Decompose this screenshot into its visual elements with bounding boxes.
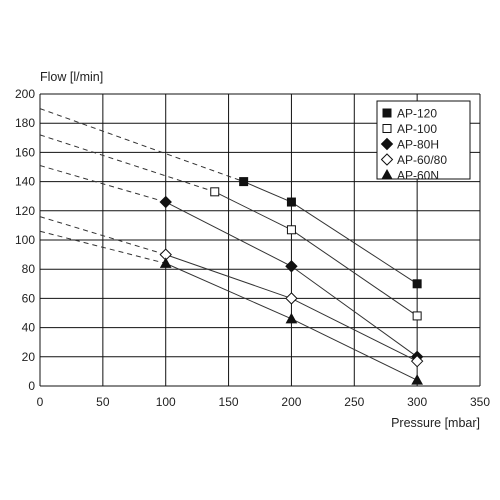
y-tick-label: 180 bbox=[15, 116, 35, 130]
extrapolation-line-ap-80h bbox=[39, 165, 166, 203]
x-tick-label: 250 bbox=[344, 395, 364, 409]
x-tick-label: 350 bbox=[470, 395, 490, 409]
legend-label: AP-100 bbox=[397, 122, 437, 136]
legend-marker-ap-100 bbox=[382, 124, 392, 133]
y-tick-label: 200 bbox=[15, 87, 35, 101]
data-point-ap-60-80 bbox=[285, 292, 298, 305]
y-tick-label: 60 bbox=[22, 291, 36, 305]
tick-labels: 0 50 100 150 200 250 300 350 0 20 40 60 80 100 120 140 1… bbox=[15, 87, 490, 409]
data-point-ap-100 bbox=[210, 187, 220, 197]
legend-label: AP-120 bbox=[397, 107, 437, 121]
extrapolation-line-ap-60n bbox=[39, 230, 166, 264]
x-tick-label: 100 bbox=[156, 395, 176, 409]
x-tick-label: 50 bbox=[96, 395, 110, 409]
y-tick-label: 140 bbox=[15, 175, 35, 189]
y-tick-label: 100 bbox=[15, 233, 35, 247]
extrapolation-line-ap-60-80 bbox=[39, 216, 166, 256]
data-point-ap-80h bbox=[159, 195, 172, 209]
legend-label: AP-80H bbox=[397, 138, 439, 152]
legend-marker-ap-120 bbox=[382, 108, 392, 118]
legend-marker-ap-60n bbox=[381, 168, 393, 180]
data-point-ap-60n bbox=[159, 257, 172, 268]
legend-marker-ap-80h bbox=[380, 137, 394, 151]
data-point-ap-120 bbox=[239, 177, 249, 187]
legend-box bbox=[376, 100, 471, 180]
y-tick-label: 40 bbox=[22, 321, 36, 335]
x-axis-title: Pressure [mbar] bbox=[391, 416, 480, 430]
data-point-ap-100 bbox=[412, 311, 422, 321]
data-point-ap-120 bbox=[412, 279, 422, 289]
x-tick-label: 0 bbox=[37, 395, 44, 409]
series-group bbox=[39, 108, 424, 385]
legend-label: AP-60/80 bbox=[397, 153, 447, 167]
data-point-ap-100 bbox=[286, 225, 296, 235]
y-tick-label: 0 bbox=[28, 379, 35, 393]
x-tick-label: 300 bbox=[407, 395, 427, 409]
series-markers bbox=[159, 177, 424, 385]
legend-marker-ap-60-80 bbox=[380, 153, 394, 166]
y-tick-label: 20 bbox=[22, 350, 36, 364]
y-tick-label: 160 bbox=[15, 145, 35, 159]
data-point-ap-60n bbox=[411, 374, 423, 385]
grid bbox=[39, 93, 481, 387]
data-point-ap-60-80 bbox=[410, 354, 424, 368]
extrapolation-line-ap-120 bbox=[39, 108, 244, 183]
legend-label: AP-60N bbox=[397, 169, 439, 183]
series-line-ap-120 bbox=[243, 181, 418, 285]
data-point-ap-80h bbox=[285, 260, 298, 273]
x-tick-label: 200 bbox=[281, 395, 301, 409]
data-point-ap-120 bbox=[286, 197, 296, 207]
x-tick-label: 150 bbox=[219, 395, 239, 409]
y-tick-label: 120 bbox=[15, 204, 35, 218]
data-point-ap-60n bbox=[285, 312, 298, 324]
y-axis-title: Flow [l/min] bbox=[40, 70, 103, 84]
extrapolation-line-ap-100 bbox=[39, 134, 215, 193]
y-tick-label: 80 bbox=[22, 262, 36, 276]
